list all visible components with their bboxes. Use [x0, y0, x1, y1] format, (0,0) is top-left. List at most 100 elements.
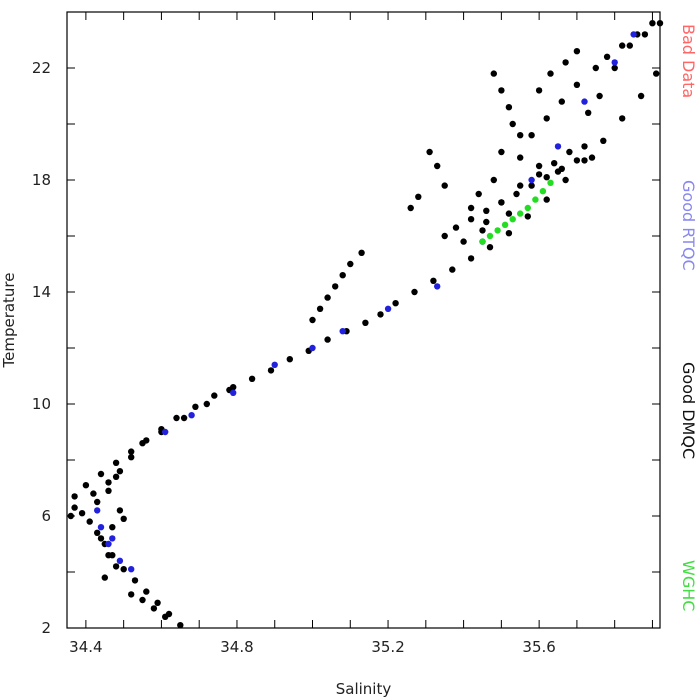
- data-point: [509, 216, 516, 223]
- data-point: [230, 389, 237, 396]
- data-point: [441, 182, 448, 189]
- data-point: [180, 414, 188, 422]
- data-point: [611, 64, 618, 72]
- y-tick-label: 22: [32, 59, 51, 77]
- data-point: [203, 400, 210, 408]
- data-point: [626, 42, 633, 49]
- data-point: [97, 535, 105, 542]
- legend-entry: Good RTQC: [679, 180, 698, 271]
- y-tick-label: 2: [41, 619, 51, 637]
- data-point: [139, 440, 146, 447]
- data-point: [309, 344, 316, 352]
- data-point: [535, 171, 543, 178]
- data-point: [543, 196, 550, 203]
- data-point: [460, 238, 467, 245]
- data-point: [430, 277, 437, 284]
- data-point: [120, 566, 127, 573]
- data-point: [543, 174, 550, 181]
- data-point: [90, 490, 97, 497]
- data-point: [524, 213, 531, 220]
- data-point: [585, 109, 592, 117]
- data-point: [467, 216, 475, 223]
- data-point: [619, 42, 626, 49]
- data-point: [109, 524, 116, 531]
- legend-entry: Bad Data: [679, 24, 698, 98]
- data-point: [551, 160, 558, 167]
- data-point: [271, 361, 278, 368]
- data-point: [324, 294, 331, 301]
- data-point: [358, 249, 365, 256]
- y-tick-label: 14: [32, 283, 51, 301]
- y-tick-label: 6: [41, 507, 51, 525]
- y-tick-label: 10: [32, 395, 51, 413]
- data-point: [637, 92, 645, 100]
- data-point: [498, 148, 505, 156]
- data-point: [592, 64, 599, 72]
- data-point: [641, 31, 649, 38]
- data-point: [392, 300, 399, 307]
- y-axis-ticks: 2 6 10 14 18 22: [32, 11, 660, 637]
- data-point: [177, 622, 184, 629]
- data-point: [128, 448, 135, 455]
- x-axis-label: Salinity: [336, 680, 392, 698]
- data-point: [324, 336, 331, 343]
- data-point: [154, 599, 161, 606]
- data-point: [94, 498, 101, 506]
- data-point: [573, 48, 581, 55]
- data-point: [524, 204, 531, 212]
- data-point: [449, 266, 456, 273]
- data-point: [653, 70, 660, 77]
- data-point: [517, 132, 524, 139]
- data-point: [566, 148, 573, 156]
- data-point: [452, 224, 460, 231]
- x-axis-ticks: 34.4 34.8 35.2 35.6: [69, 12, 653, 656]
- data-point: [547, 179, 554, 186]
- legend-entry: Good DMQC: [679, 362, 698, 459]
- plot-frame: [66, 11, 661, 629]
- data-point: [573, 81, 581, 89]
- data-point: [581, 98, 588, 105]
- data-point: [479, 227, 486, 234]
- data-point: [528, 132, 535, 139]
- data-point: [426, 148, 433, 156]
- data-point: [528, 182, 535, 189]
- data-point: [162, 613, 169, 620]
- data-point: [483, 218, 490, 226]
- data-point: [112, 473, 120, 480]
- data-point: [362, 319, 369, 326]
- data-point: [377, 311, 384, 318]
- data-point: [486, 232, 494, 240]
- data-point: [535, 87, 543, 94]
- data-point: [603, 53, 611, 60]
- data-point: [513, 190, 520, 198]
- data-point: [192, 403, 199, 410]
- data-point: [78, 510, 86, 517]
- data-point: [535, 162, 543, 170]
- data-point: [596, 92, 603, 100]
- data-point: [286, 356, 293, 363]
- data-point: [532, 196, 539, 203]
- data-point: [517, 210, 524, 217]
- data-point: [384, 305, 392, 312]
- data-point: [94, 529, 101, 536]
- data-point: [505, 104, 513, 111]
- plot-frame-group: [66, 11, 661, 629]
- data-point: [120, 515, 127, 522]
- data-point: [434, 283, 441, 290]
- data-point: [71, 493, 78, 500]
- legend: Bad Data Good RTQC Good DMQC WGHC: [679, 24, 698, 611]
- data-point: [139, 596, 146, 604]
- data-point: [479, 238, 486, 245]
- data-point: [339, 272, 346, 279]
- data-point: [543, 115, 550, 122]
- data-point: [441, 232, 448, 240]
- data-point: [494, 227, 501, 234]
- data-point: [82, 482, 90, 489]
- data-point: [248, 375, 256, 382]
- data-point: [483, 207, 490, 214]
- data-point: [581, 143, 588, 150]
- data-point: [588, 154, 596, 161]
- data-point: [407, 204, 414, 212]
- data-point: [105, 552, 112, 559]
- data-point: [128, 454, 135, 461]
